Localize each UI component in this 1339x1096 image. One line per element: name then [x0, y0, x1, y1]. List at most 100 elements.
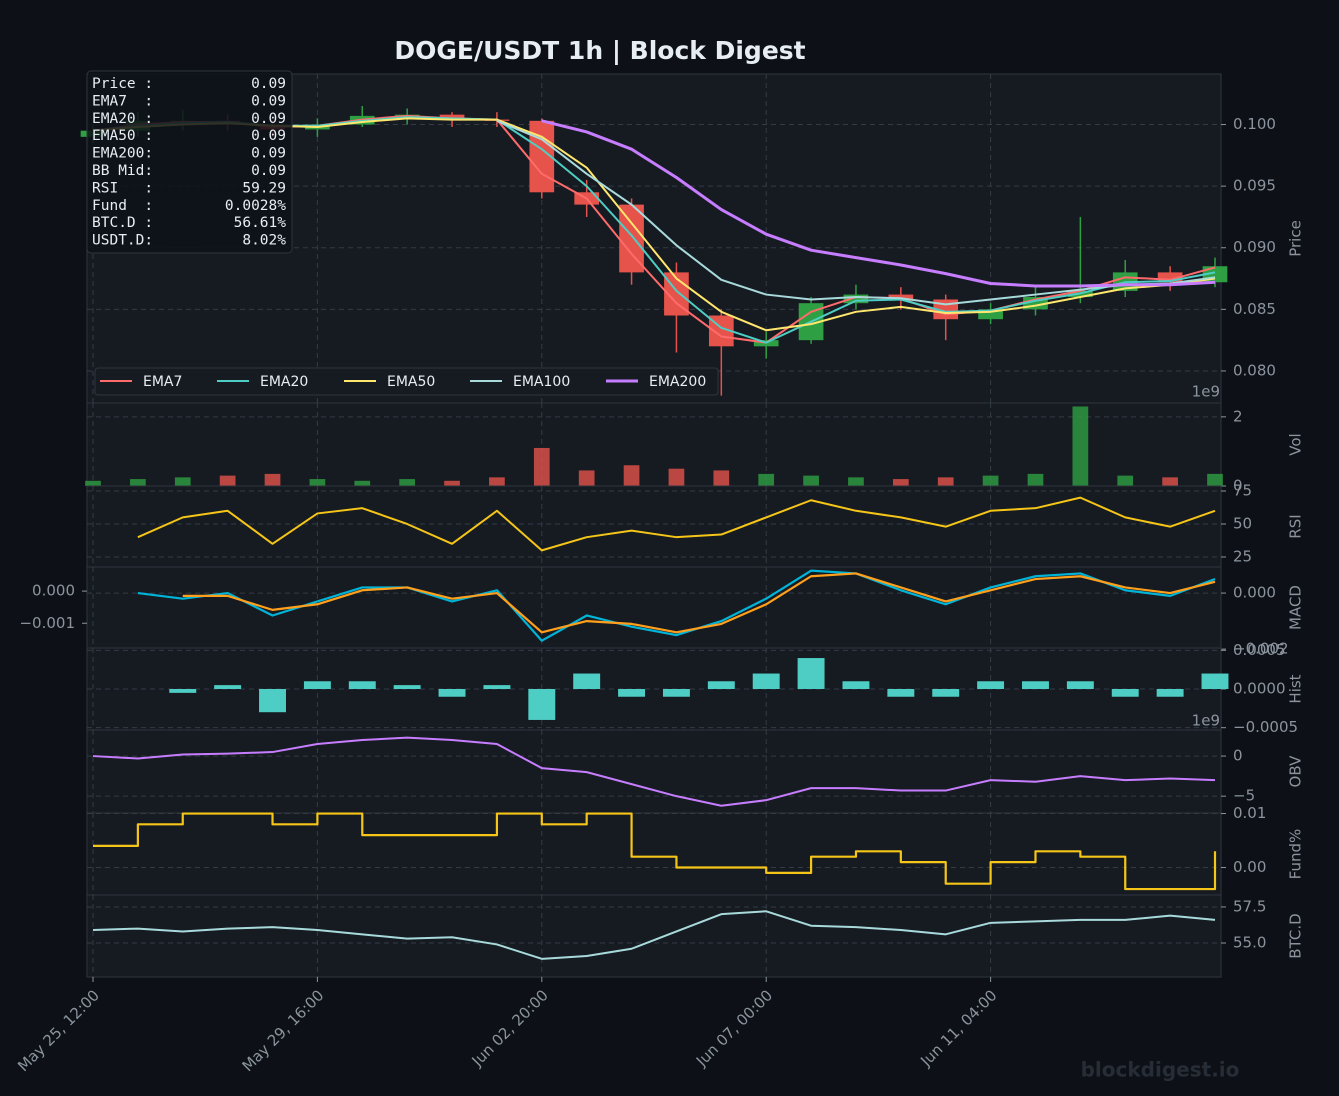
bar [623, 465, 640, 486]
panel-background [86, 729, 1222, 814]
info-label: EMA50 : [92, 128, 153, 144]
bar [438, 689, 466, 697]
y-tick-label: 0.095 [1233, 177, 1276, 195]
candle-body [1157, 272, 1183, 283]
info-label: Fund : [92, 198, 153, 214]
y-tick-label: 50 [1233, 514, 1252, 532]
line [92, 736, 1216, 807]
bar [214, 685, 242, 689]
bar [303, 681, 331, 689]
y2-tick-label: −0.001 [19, 614, 75, 632]
legend-label: EMA20 [260, 374, 308, 390]
bar [1162, 477, 1178, 486]
info-value: 0.0028% [225, 198, 286, 214]
bar [130, 479, 146, 486]
bar [1201, 673, 1229, 689]
bar [932, 689, 960, 697]
legend: EMA7 EMA20 EMA50 EMA100 EMA200 [94, 367, 719, 396]
legend-box [94, 367, 719, 396]
bar [174, 477, 191, 486]
legend-label: EMA200 [649, 374, 706, 390]
panel-background [86, 402, 1222, 487]
candle-body [888, 294, 914, 300]
panel: 25 50 75 RSI [86, 482, 1305, 568]
bar [707, 681, 735, 689]
bar [713, 470, 730, 486]
info-label: EMA200: [92, 146, 153, 162]
y-tick-label: 0.01 [1233, 804, 1266, 822]
y-axis-label: MACD [1287, 585, 1305, 630]
info-value: 0.09 [251, 146, 286, 162]
bar [354, 480, 371, 486]
info-value: 0.09 [251, 93, 286, 109]
panel-background [86, 485, 1222, 568]
y-tick-label: 0.00 [1233, 858, 1266, 876]
bar [752, 673, 780, 689]
y-tick-label: 25 [1233, 547, 1252, 565]
axis-offset-label: 1e9 [1192, 383, 1220, 401]
y-tick-label: 0.080 [1233, 361, 1276, 379]
bar [85, 480, 101, 486]
info-value: 0.09 [251, 111, 286, 127]
info-box-background [86, 70, 293, 254]
y-tick-label: 0.000 [1233, 584, 1276, 602]
bar [444, 480, 460, 486]
bar [977, 681, 1005, 689]
bar [1066, 681, 1094, 689]
y-tick-label: −0.0005 [1233, 718, 1298, 736]
candle-body [619, 204, 644, 273]
y-axis-label: RSI [1287, 514, 1305, 538]
ema-line [541, 119, 1216, 288]
bar [528, 689, 556, 720]
y-tick-label: 0 [1233, 747, 1243, 765]
info-label: EMA7 : [92, 93, 153, 109]
bar [797, 658, 825, 689]
info-label: Price : [92, 76, 153, 92]
bar [1111, 689, 1139, 697]
legend-label: EMA7 [143, 374, 182, 390]
bar [803, 475, 819, 486]
line [137, 496, 1216, 552]
bar [573, 673, 601, 689]
axis-offset-label: 1e9 [1192, 712, 1220, 730]
footer-brand: blockdigest.io [1081, 1058, 1240, 1082]
ema-line [496, 119, 1216, 306]
y-axis-label: Hist [1287, 674, 1305, 703]
bar [937, 477, 954, 486]
y-tick-label: 0.100 [1233, 115, 1276, 133]
y-tick-label: 0.090 [1233, 238, 1276, 256]
bar [848, 477, 864, 486]
y-tick-label: 55.0 [1233, 933, 1266, 951]
bar [489, 477, 505, 486]
bar [399, 479, 416, 486]
bar [1156, 689, 1184, 697]
bar [618, 689, 646, 697]
y2-tick-label: 0.000 [32, 582, 75, 600]
bar [393, 685, 421, 689]
y-tick-label: −0.002 [1233, 640, 1289, 658]
bar [892, 479, 909, 486]
info-value: 0.09 [251, 76, 286, 92]
info-box: Price : 0.09 EMA7 : 0.09 EMA20 : 0.09 EMA50 : 0… [86, 70, 293, 254]
info-label: BB Mid: [92, 163, 153, 179]
candle-body [978, 309, 1003, 320]
line [92, 910, 1216, 960]
info-value: 0.09 [251, 163, 286, 179]
panel: 0.00 0.01 Fund% [86, 804, 1305, 896]
bar [533, 447, 550, 486]
bar [662, 689, 690, 697]
info-value: 8.02% [242, 233, 286, 249]
panel: 0.000 −0.002 0.000 −0.001 MACD [19, 566, 1305, 658]
bar [668, 468, 685, 486]
y-axis-label: Vol [1287, 433, 1305, 455]
bar [219, 475, 236, 486]
bar [483, 685, 511, 689]
y-tick-label: 57.5 [1233, 897, 1266, 915]
bar [1027, 473, 1044, 486]
bar [758, 473, 775, 486]
bar [348, 681, 376, 689]
y-axis-label: Price [1287, 220, 1305, 257]
bar [982, 475, 999, 486]
line [137, 569, 1216, 642]
y-axis-label: BTC.D [1287, 913, 1305, 958]
